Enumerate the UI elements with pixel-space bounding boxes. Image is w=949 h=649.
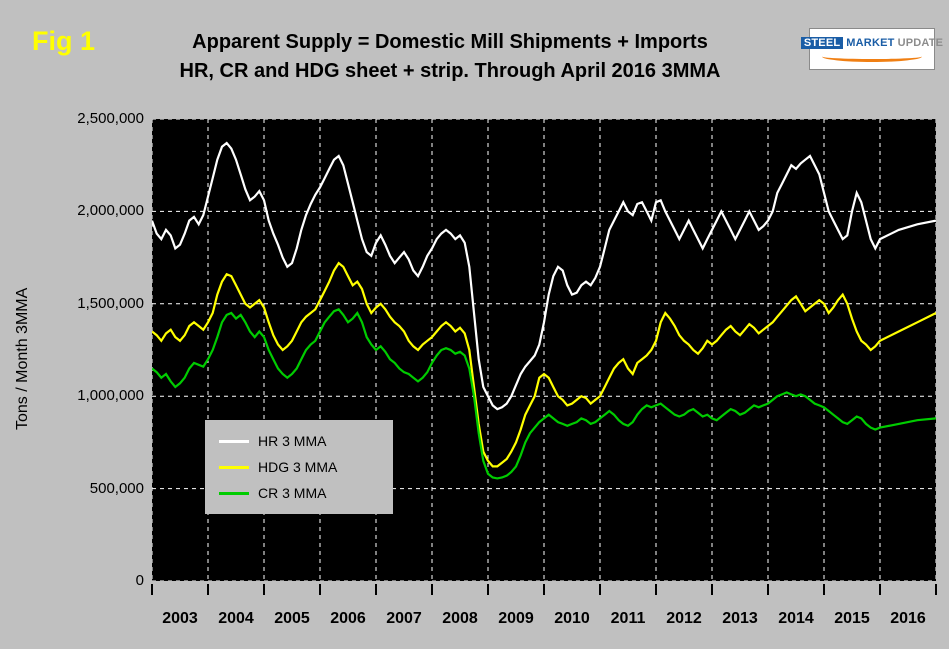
x-label-2015: 2015 xyxy=(834,610,870,627)
y-tick-1000000: 1,000,000 xyxy=(77,387,144,404)
y-tick-500000: 500,000 xyxy=(89,480,144,497)
x-label-2003: 2003 xyxy=(162,610,198,627)
x-axis-tick xyxy=(151,584,153,595)
x-axis-tick xyxy=(543,584,545,595)
chart-title-line1: Apparent Supply = Domestic Mill Shipment… xyxy=(192,31,708,53)
chart-title: Apparent Supply = Domestic Mill Shipment… xyxy=(120,28,780,86)
logo-word-steel: STEEL xyxy=(800,36,844,49)
steel-market-update-logo: STEEL MARKET UPDATE xyxy=(800,28,943,70)
legend-line-hdg xyxy=(219,465,249,469)
x-axis-tick xyxy=(431,584,433,595)
legend-label-hr: HR 3 MMA xyxy=(258,433,327,449)
x-axis-tick xyxy=(263,584,265,595)
y-tick-1500000: 1,500,000 xyxy=(77,295,144,312)
x-axis-tick xyxy=(319,584,321,595)
legend-line-hr xyxy=(219,439,249,443)
x-axis-labels: 2003 2004 2005 2006 2007 2008 2009 2010 … xyxy=(152,610,936,628)
x-label-2014: 2014 xyxy=(778,610,814,627)
x-label-2010: 2010 xyxy=(554,610,590,627)
x-label-2007: 2007 xyxy=(386,610,422,627)
x-axis-tick xyxy=(711,584,713,595)
x-axis-tick xyxy=(207,584,209,595)
x-label-2006: 2006 xyxy=(330,610,366,627)
chart-title-line2: HR, CR and HDG sheet + strip. Through Ap… xyxy=(179,60,721,82)
legend-item-cr: CR 3 MMA xyxy=(219,485,393,501)
logo-word-market: MARKET xyxy=(846,36,895,49)
x-label-2012: 2012 xyxy=(666,610,702,627)
x-axis-tick xyxy=(655,584,657,595)
x-label-2005: 2005 xyxy=(274,610,310,627)
x-axis-tick xyxy=(487,584,489,595)
x-axis-tick xyxy=(935,584,937,595)
legend-item-hdg: HDG 3 MMA xyxy=(219,459,393,475)
legend-item-hr: HR 3 MMA xyxy=(219,433,393,449)
y-tick-0: 0 xyxy=(135,572,144,589)
x-label-2004: 2004 xyxy=(218,610,254,627)
legend: HR 3 MMA HDG 3 MMA CR 3 MMA xyxy=(205,420,393,514)
x-axis-tick xyxy=(375,584,377,595)
y-tick-2000000: 2,000,000 xyxy=(77,202,144,219)
x-label-2016: 2016 xyxy=(890,610,926,627)
x-axis-tick xyxy=(767,584,769,595)
x-axis-tick xyxy=(823,584,825,595)
logo-swoosh-icon xyxy=(822,51,922,62)
y-tick-2500000: 2,500,000 xyxy=(77,110,144,127)
x-axis-tick xyxy=(599,584,601,595)
legend-label-cr: CR 3 MMA xyxy=(258,485,327,501)
plot-area: HR 3 MMA HDG 3 MMA CR 3 MMA xyxy=(152,119,936,581)
logo-word-update: UPDATE xyxy=(897,36,944,49)
x-axis-tick xyxy=(879,584,881,595)
x-label-2009: 2009 xyxy=(498,610,534,627)
logo-wordmark: STEEL MARKET UPDATE xyxy=(800,36,944,49)
legend-line-cr xyxy=(219,491,249,495)
x-label-2008: 2008 xyxy=(442,610,478,627)
legend-label-hdg: HDG 3 MMA xyxy=(258,459,338,475)
x-label-2011: 2011 xyxy=(610,610,646,627)
figure-number-label: Fig 1 xyxy=(32,26,96,56)
x-label-2013: 2013 xyxy=(722,610,758,627)
